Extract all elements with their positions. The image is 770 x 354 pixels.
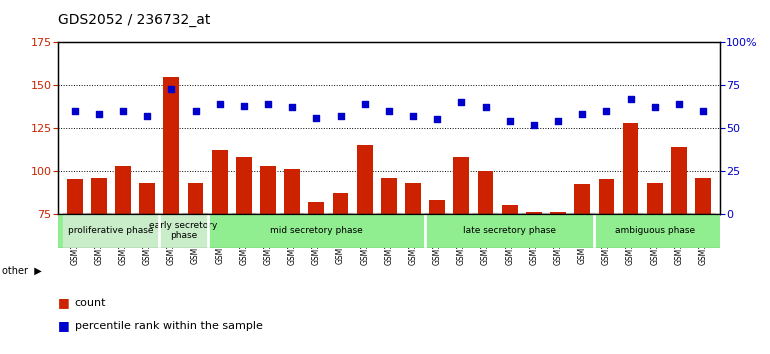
Bar (430, 200, 445, 342)
Point (310, 115, 323, 121)
Bar (159, 213, 208, 248)
Point (92, 112, 105, 117)
Text: GDS2052 / 236732_at: GDS2052 / 236732_at (58, 12, 210, 27)
Bar (551, 212, 566, 342)
Point (407, 113, 419, 119)
Point (166, 86, 178, 92)
Bar (357, 145, 373, 342)
Bar (695, 178, 711, 342)
Bar (188, 183, 203, 342)
Bar (502, 205, 517, 342)
Point (697, 108, 709, 114)
Bar (598, 179, 614, 342)
Point (527, 122, 540, 127)
Bar (425, 213, 594, 248)
Text: early secretory
phase: early secretory phase (149, 221, 218, 240)
Point (624, 96, 637, 102)
Bar (284, 169, 300, 342)
Point (213, 101, 226, 107)
Bar (236, 157, 252, 342)
Point (359, 101, 371, 107)
Bar (116, 166, 131, 342)
Bar (309, 202, 324, 342)
Bar (163, 77, 179, 342)
Point (383, 108, 395, 114)
Point (648, 105, 661, 110)
Text: mid secretory phase: mid secretory phase (270, 226, 363, 235)
Bar (212, 150, 227, 342)
Text: ■: ■ (58, 296, 69, 309)
Point (189, 108, 202, 114)
Point (69, 108, 81, 114)
Point (504, 118, 516, 124)
Point (455, 99, 467, 105)
Point (262, 101, 274, 107)
Text: proliferative phase: proliferative phase (69, 226, 154, 235)
Bar (91, 178, 107, 342)
Bar (671, 147, 687, 342)
Bar (477, 171, 494, 342)
Bar (526, 212, 542, 342)
Bar (381, 178, 397, 342)
Text: ambiguous phase: ambiguous phase (614, 226, 695, 235)
Text: other  ▶: other ▶ (2, 266, 42, 276)
Bar (623, 123, 638, 342)
Bar (405, 183, 421, 342)
Point (673, 101, 685, 107)
Bar (208, 213, 425, 248)
Point (552, 118, 564, 124)
Point (117, 108, 129, 114)
Point (576, 112, 588, 117)
Point (480, 105, 492, 110)
Point (431, 117, 444, 122)
Bar (574, 184, 590, 342)
Bar (62, 213, 159, 248)
Bar (594, 213, 715, 248)
Point (334, 113, 346, 119)
Bar (454, 157, 469, 342)
Bar (260, 166, 276, 342)
Bar (67, 179, 82, 342)
Text: count: count (75, 298, 106, 308)
Point (600, 108, 612, 114)
Point (286, 105, 298, 110)
Text: ■: ■ (58, 319, 69, 332)
Text: percentile rank within the sample: percentile rank within the sample (75, 321, 263, 331)
Bar (333, 193, 348, 342)
Point (141, 113, 153, 119)
Bar (647, 183, 662, 342)
Bar (139, 183, 155, 342)
Point (238, 103, 250, 109)
Text: late secretory phase: late secretory phase (464, 226, 556, 235)
